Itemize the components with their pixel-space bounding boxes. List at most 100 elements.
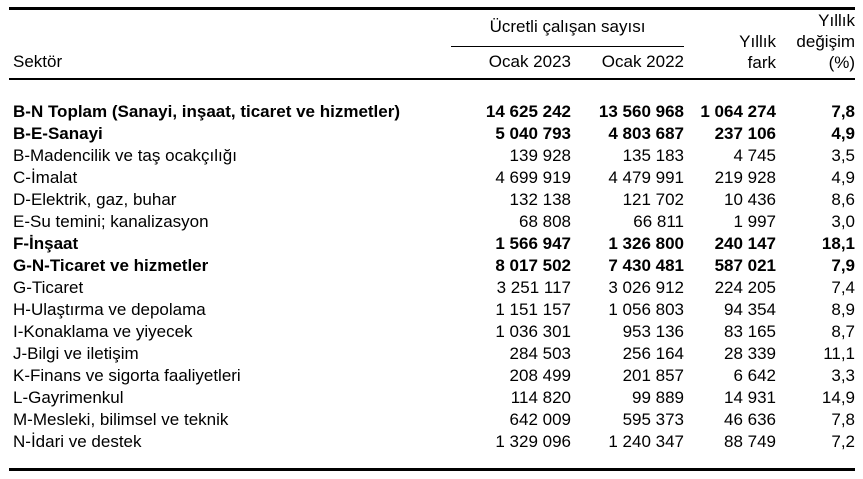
yillik-degisim-cell: 8,9	[831, 300, 856, 319]
ocak-2023-cell: 642 009	[509, 410, 571, 429]
yillik-fark-cell: 219 928	[714, 168, 777, 187]
yillik-degisim-cell: 7,8	[831, 102, 856, 121]
table-row: K-Finans ve sigorta faaliyetleri 208 499…	[9, 365, 855, 387]
ocak-2022-cell: 595 373	[622, 410, 685, 429]
sector-cell: B-N Toplam (Sanayi, inşaat, ticaret ve h…	[13, 102, 401, 121]
yillik-fark-cell: 46 636	[724, 410, 777, 429]
sector-cell: B-Madencilik ve taş ocakçılığı	[13, 146, 237, 165]
table-row: J-Bilgi ve iletişim 284 503 256 164 28 3…	[9, 343, 855, 365]
yillik-degisim-cell: 7,8	[831, 410, 856, 429]
column-header-yillik-degisim: Yıllık değişim (%)	[776, 8, 856, 80]
ocak-2023-cell: 14 625 242	[485, 102, 571, 121]
table-row: M-Mesleki, bilimsel ve teknik 642 009 59…	[9, 409, 855, 431]
ocak-2022-cell: 7 430 481	[608, 256, 685, 275]
table-row: N-İdari ve destek 1 329 096 1 240 347 88…	[9, 431, 855, 470]
table-row: B-Madencilik ve taş ocakçılığı 139 928 1…	[9, 145, 855, 167]
ocak-2023-cell: 1 329 096	[495, 432, 571, 451]
sector-cell: F-İnşaat	[13, 234, 79, 253]
sector-cell: C-İmalat	[13, 168, 78, 187]
yillik-fark-cell: 14 931	[724, 388, 777, 407]
table-row: C-İmalat 4 699 919 4 479 991 219 928 4,9	[9, 167, 855, 189]
yillik-degisim-cell: 4,9	[831, 124, 856, 143]
yillik-fark-cell: 587 021	[714, 256, 777, 275]
table-row: G-N-Ticaret ve hizmetler 8 017 502 7 430…	[9, 255, 855, 277]
table-row: G-Ticaret 3 251 117 3 026 912 224 205 7,…	[9, 277, 855, 299]
ocak-2023-cell: 68 808	[519, 212, 571, 231]
table-body: B-N Toplam (Sanayi, inşaat, ticaret ve h…	[9, 79, 855, 470]
yillik-fark-cell: 94 354	[724, 300, 777, 319]
yillik-fark-cell: 28 339	[724, 344, 777, 363]
yillik-degisim-cell: 11,1	[823, 344, 856, 363]
yillik-degisim-cell: 14,9	[821, 388, 856, 407]
yillik-degisim-cell: 8,6	[831, 190, 856, 209]
ocak-2023-cell: 284 503	[509, 344, 571, 363]
sector-cell: N-İdari ve destek	[13, 432, 142, 451]
sector-cell: H-Ulaştırma ve depolama	[13, 300, 206, 319]
yillik-degisim-cell: 18,1	[821, 234, 856, 253]
yillik-degisim-cell: 3,0	[831, 212, 856, 231]
ocak-2022-cell: 66 811	[633, 212, 685, 231]
yillik-fark-cell: 224 205	[714, 278, 777, 297]
column-group-header-paid-employees: Ücretli çalışan sayısı	[429, 9, 685, 47]
yillik-fark-cell: 237 106	[714, 124, 777, 143]
sector-cell: K-Finans ve sigorta faaliyetleri	[13, 366, 241, 385]
yillik-fark-cell: 1 064 274	[700, 102, 777, 121]
column-header-sector: Sektör	[9, 8, 429, 80]
sector-cell: D-Elektrik, gaz, buhar	[13, 190, 177, 209]
ocak-2023-cell: 132 138	[509, 190, 571, 209]
ocak-2023-cell: 208 499	[509, 366, 571, 385]
ocak-2022-cell: 13 560 968	[598, 102, 685, 121]
ocak-2022-cell: 135 183	[622, 146, 685, 165]
yillik-degisim-cell: 8,7	[831, 322, 856, 341]
column-header-ocak-2022: Ocak 2022	[571, 46, 685, 81]
ocak-2022-cell: 121 702	[622, 190, 685, 209]
sector-cell: B-E-Sanayi	[13, 124, 103, 143]
ocak-2023-cell: 5 040 793	[495, 124, 571, 143]
table-row: H-Ulaştırma ve depolama 1 151 157 1 056 …	[9, 299, 855, 321]
table-row: B-N Toplam (Sanayi, inşaat, ticaret ve h…	[9, 79, 855, 123]
ocak-2022-cell: 953 136	[622, 322, 685, 341]
yillik-fark-cell: 10 436	[724, 190, 777, 209]
sector-cell: E-Su temini; kanalizasyon	[13, 212, 209, 231]
ocak-2022-cell: 1 326 800	[608, 234, 685, 253]
yillik-degisim-cell: 3,5	[831, 146, 856, 165]
yillik-fark-cell: 1 997	[733, 212, 777, 231]
sector-cell: I-Konaklama ve yiyecek	[13, 322, 193, 341]
ocak-2023-cell: 3 251 117	[496, 278, 571, 297]
ocak-2022-cell: 4 479 991	[608, 168, 685, 187]
employment-by-sector-table: Sektör Ücretli çalışan sayısı Yıllık far…	[9, 7, 856, 471]
yillik-fark-cell: 83 165	[724, 322, 777, 341]
ocak-2023-cell: 1 036 301	[495, 322, 571, 341]
yillik-degisim-cell: 4,9	[831, 168, 856, 187]
ocak-2023-cell: 8 017 502	[495, 256, 571, 275]
ocak-2022-cell: 1 240 347	[608, 432, 685, 451]
yillik-fark-cell: 6 642	[733, 366, 777, 385]
yillik-fark-cell: 88 749	[724, 432, 777, 451]
ocak-2022-cell: 201 857	[622, 366, 685, 385]
column-header-yillik-fark: Yıllık fark	[684, 8, 777, 80]
ocak-2022-cell: 99 889	[632, 388, 685, 407]
yillik-fark-cell: 4 745	[733, 146, 777, 165]
sector-cell: G-N-Ticaret ve hizmetler	[13, 256, 209, 275]
yillik-degisim-cell: 7,2	[831, 432, 856, 451]
table-row: I-Konaklama ve yiyecek 1 036 301 953 136…	[9, 321, 855, 343]
column-group-label: Ücretli çalışan sayısı	[451, 12, 685, 47]
table-row: F-İnşaat 1 566 947 1 326 800 240 147 18,…	[9, 233, 855, 255]
ocak-2022-cell: 4 803 687	[608, 124, 685, 143]
table-row: D-Elektrik, gaz, buhar 132 138 121 702 1…	[9, 189, 855, 211]
sector-cell: L-Gayrimenkul	[13, 388, 124, 407]
table-header: Sektör Ücretli çalışan sayısı Yıllık far…	[9, 8, 856, 81]
yillik-fark-cell: 240 147	[714, 234, 777, 253]
yillik-degisim-cell: 3,3	[831, 366, 856, 385]
sector-cell: J-Bilgi ve iletişim	[13, 344, 139, 363]
ocak-2022-cell: 256 164	[622, 344, 685, 363]
table-row: B-E-Sanayi 5 040 793 4 803 687 237 106 4…	[9, 123, 855, 145]
ocak-2022-cell: 1 056 803	[608, 300, 685, 319]
ocak-2023-cell: 1 151 157	[495, 300, 571, 319]
ocak-2023-cell: 1 566 947	[495, 234, 571, 253]
sector-cell: G-Ticaret	[13, 278, 84, 297]
ocak-2023-cell: 4 699 919	[495, 168, 571, 187]
sector-cell: M-Mesleki, bilimsel ve teknik	[13, 410, 229, 429]
ocak-2023-cell: 114 820	[510, 388, 571, 407]
